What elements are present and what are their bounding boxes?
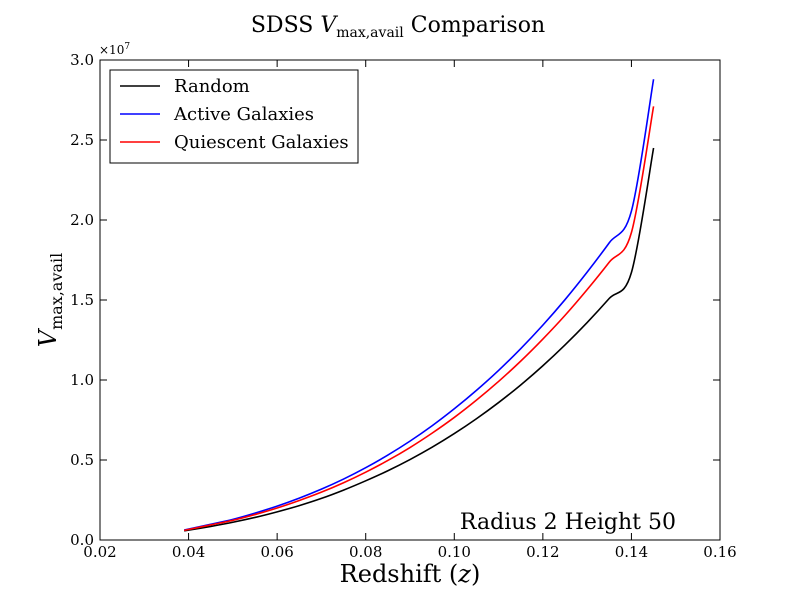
- legend: Random Active Galaxies Quiescent Galaxies: [109, 69, 359, 164]
- y-offset-exp: 7: [124, 42, 130, 52]
- x-tick-label: 0.08: [349, 543, 382, 561]
- series-line-random: [184, 147, 655, 532]
- y-axis-label-sub: max,avail: [47, 253, 66, 330]
- y-tick-label: 0.5: [70, 451, 94, 469]
- x-tick-label: 0.04: [172, 543, 205, 561]
- y-tick-label: 2.5: [70, 131, 94, 149]
- x-tick-label: 0.16: [703, 543, 736, 561]
- chart-title-suffix: Comparison: [404, 13, 545, 38]
- y-tick-label: 1.5: [70, 291, 94, 309]
- y-offset-label: ×107: [99, 42, 130, 57]
- series-line-active-galaxies: [183, 79, 655, 531]
- x-axis-label-text: Redshift (: [340, 560, 459, 588]
- y-axis-label-var: V: [34, 327, 62, 347]
- series-line-quiescent-galaxies: [183, 106, 655, 532]
- chart-title: SDSS Vmax,avail Comparison: [251, 13, 545, 41]
- legend-label: Active Galaxies: [173, 104, 314, 125]
- chart-title-var: V: [320, 13, 338, 38]
- y-axis: 0.0 0.5 1.0 1.5 2.0 2.5 3.0: [70, 51, 720, 549]
- y-tick-label: 1.0: [70, 371, 94, 389]
- x-tick-label: 0.02: [83, 543, 116, 561]
- x-tick-label: 0.14: [615, 543, 648, 561]
- chart-title-sub: max,avail: [336, 25, 404, 41]
- y-axis-label: Vmax,avail: [34, 253, 66, 348]
- legend-label: Random: [174, 76, 250, 97]
- legend-label: Quiescent Galaxies: [174, 132, 349, 153]
- chart-title-prefix: SDSS: [251, 13, 320, 38]
- x-axis-label-close: ): [471, 560, 480, 588]
- y-tick-label: 2.0: [70, 211, 94, 229]
- series-lines: [183, 79, 655, 532]
- y-offset-base: ×10: [99, 43, 124, 57]
- y-tick-label: 3.0: [70, 51, 94, 69]
- x-axis-label-var: z: [457, 560, 471, 588]
- chart-annotation: Radius 2 Height 50: [460, 510, 676, 535]
- x-tick-label: 0.12: [526, 543, 559, 561]
- x-axis-label: Redshift (z): [340, 560, 481, 588]
- x-tick-label: 0.10: [438, 543, 471, 561]
- x-axis: 0.02 0.04 0.06 0.08 0.10 0.12 0.14 0.16: [83, 60, 737, 561]
- x-tick-label: 0.06: [260, 543, 293, 561]
- y-tick-label: 0.0: [70, 531, 94, 549]
